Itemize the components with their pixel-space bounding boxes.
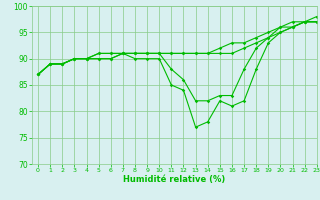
X-axis label: Humidité relative (%): Humidité relative (%) [123, 175, 226, 184]
